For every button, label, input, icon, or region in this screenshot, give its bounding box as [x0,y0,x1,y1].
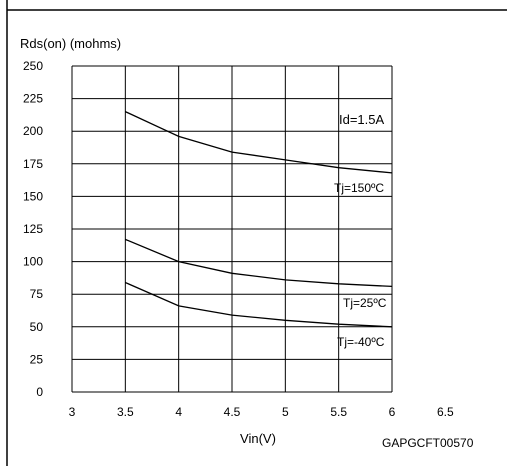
x-tick-label: 5.5 [330,405,347,419]
series-label-tj25: Tj=25ºC [343,296,387,310]
x-tick-label: 3 [69,405,76,419]
series-lines [125,111,393,328]
x-tick-label: 5 [282,405,289,419]
condition-label: Id=1.5A [339,112,385,127]
x-tick-label: 6 [389,405,396,419]
series-label-tj150: Tj=150ºC [334,181,384,195]
y-tick-label: 150 [23,189,43,203]
series-line-1 [125,238,393,288]
y-tick-label: 175 [23,157,43,171]
series-label-tjm40: Tj=-40ºC [337,335,385,349]
series-line-0 [125,111,393,174]
y-tick-label: 75 [30,287,44,301]
x-tick-label: 4.5 [224,405,241,419]
y-tick-label: 225 [23,92,43,106]
y-tick-labels: 0 25 50 75 100 125 150 175 200 225 250 [23,59,43,399]
y-tick-label: 0 [36,385,43,399]
grid [71,65,393,393]
y-tick-label: 125 [23,222,43,236]
x-tick-labels: 3 3.5 4 4.5 5 5.5 6 6.5 [69,405,454,419]
y-tick-label: 200 [23,124,43,138]
series-line-2 [125,281,393,328]
x-tick-label: 3.5 [117,405,134,419]
y-tick-label: 50 [30,320,44,334]
figure-code: GAPGCFT00570 [382,436,474,450]
x-axis-label: Vin(V) [240,431,276,446]
y-tick-label: 250 [23,59,43,73]
x-tick-label: 6.5 [437,405,454,419]
x-tick-label: 4 [175,405,182,419]
y-axis-label: Rds(on) (mohms) [20,36,121,51]
y-tick-label: 25 [30,352,44,366]
y-tick-label: 100 [23,255,43,269]
